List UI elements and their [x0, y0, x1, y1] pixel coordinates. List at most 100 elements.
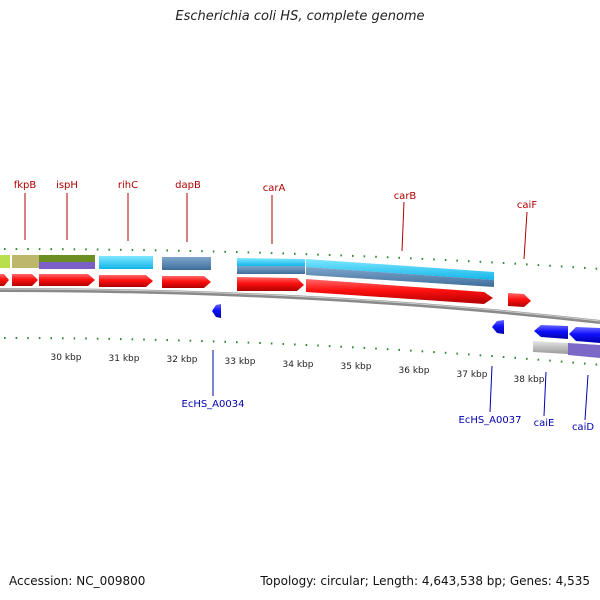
cog-box-dapB: [162, 257, 211, 270]
cog-box-rihC: [99, 256, 153, 269]
cog-box-green: [0, 255, 10, 268]
ruler-label-32kbp: 32 kbp: [167, 355, 198, 365]
gene-label-caiF: caiF: [517, 200, 537, 211]
minor-tick: [73, 337, 76, 340]
ruler-label-38kbp: 38 kbp: [514, 375, 545, 385]
gene-label-caiD: caiD: [572, 422, 594, 433]
minor-tick: [270, 252, 273, 255]
minor-tick: [375, 347, 377, 350]
cog-box-carA-bottom: [237, 266, 305, 274]
minor-tick: [502, 356, 505, 358]
minor-tick: [212, 340, 215, 343]
minor-tick: [27, 248, 29, 250]
minor-tick: [421, 257, 424, 260]
gene-label-rihC: rihC: [118, 180, 138, 191]
ruler-label-30kbp: 30 kbp: [51, 353, 82, 363]
minor-tick: [537, 358, 540, 361]
minor-tick: [584, 266, 586, 269]
minor-tick: [294, 252, 296, 255]
minor-tick: [50, 248, 52, 251]
minor-tick: [549, 359, 551, 362]
gene-arrow-dapB: [162, 276, 211, 288]
cog-box-carB-bottom: [306, 267, 494, 287]
minor-tick: [189, 339, 192, 342]
ruler-label-37kbp: 37 kbp: [457, 370, 488, 380]
minor-tick: [421, 350, 424, 353]
leader-carB: [401, 201, 405, 252]
ruler-label-34kbp: 34 kbp: [283, 360, 314, 370]
minor-tick: [340, 254, 342, 257]
gene-label-EcHS_A0034: EcHS_A0034: [182, 399, 245, 410]
ruler-label-36kbp: 36 kbp: [399, 366, 430, 376]
minor-tick: [595, 267, 598, 270]
minor-tick: [479, 354, 482, 357]
minor-tick: [491, 355, 493, 358]
minor-tick: [549, 264, 551, 267]
minor-tick: [398, 256, 400, 259]
minor-tick: [328, 254, 331, 256]
minor-tick: [537, 264, 540, 267]
gene-arrow-rihC: [99, 275, 153, 287]
genome-backbone-highlight: [0, 288, 600, 322]
ruler-label-35kbp: 35 kbp: [341, 362, 372, 372]
minor-tick: [444, 259, 447, 261]
minor-tick: [96, 337, 99, 340]
gene-arrow-ispH: [39, 274, 95, 286]
minor-tick: [27, 337, 29, 340]
ruler-label-33kbp: 33 kbp: [225, 357, 256, 367]
gene-label-carB: carB: [394, 191, 417, 202]
ruler-label-31kbp: 31 kbp: [109, 354, 140, 364]
gene-arrow-caiD: [569, 327, 600, 343]
minor-tick: [363, 346, 366, 349]
minor-tick: [38, 337, 41, 340]
minor-tick: [386, 348, 389, 351]
minor-tick: [352, 346, 354, 349]
minor-tick: [154, 249, 157, 252]
minor-tick: [259, 251, 261, 254]
cog-box-carA-top: [237, 258, 305, 266]
minor-tick: [456, 352, 458, 355]
gene-arrow-carB: [306, 279, 493, 304]
minor-tick: [444, 351, 447, 354]
minor-tick: [166, 339, 168, 342]
minor-tick: [85, 248, 87, 251]
minor-tick: [259, 342, 261, 344]
minor-tick: [282, 252, 284, 255]
minor-tick: [410, 257, 412, 260]
minor-tick: [154, 338, 157, 341]
gene-label-carA: carA: [263, 183, 286, 194]
cog-box-carB-top: [306, 259, 494, 280]
minor-tick: [398, 348, 400, 351]
cog-box-caiD-purple: [568, 343, 600, 358]
gene-label-EcHS_A0037: EcHS_A0037: [459, 415, 522, 426]
minor-tick: [224, 250, 226, 253]
genome-summary-text: Topology: circular; Length: 4,643,538 bp…: [260, 574, 590, 588]
minor-tick: [236, 341, 238, 344]
minor-tick: [247, 251, 250, 254]
minor-tick: [15, 337, 18, 339]
minor-tick: [526, 357, 528, 360]
gene-label-fkpB: fkpB: [14, 180, 37, 191]
gene-arrow-fkpB: [12, 274, 38, 286]
minor-tick: [595, 363, 598, 366]
minor-tick: [433, 351, 435, 354]
cog-box-khaki: [12, 255, 39, 268]
minor-tick: [433, 258, 435, 261]
minor-tick: [189, 250, 192, 252]
minor-tick: [166, 249, 168, 252]
minor-tick: [50, 337, 52, 340]
minor-tick: [584, 362, 586, 365]
minor-tick: [479, 260, 482, 263]
minor-tick: [108, 248, 110, 251]
minor-tick: [305, 344, 308, 346]
minor-tick: [502, 262, 505, 264]
minor-tick: [410, 349, 412, 352]
gene-label-caiE: caiE: [534, 418, 555, 429]
leader-EcHS_A0037: [489, 365, 493, 413]
minor-tick: [363, 255, 366, 258]
leader-caiE: [543, 371, 547, 417]
gene-arrow-caiE: [534, 325, 568, 339]
minor-tick: [131, 249, 134, 251]
gene-label-ispH: ispH: [56, 180, 78, 191]
